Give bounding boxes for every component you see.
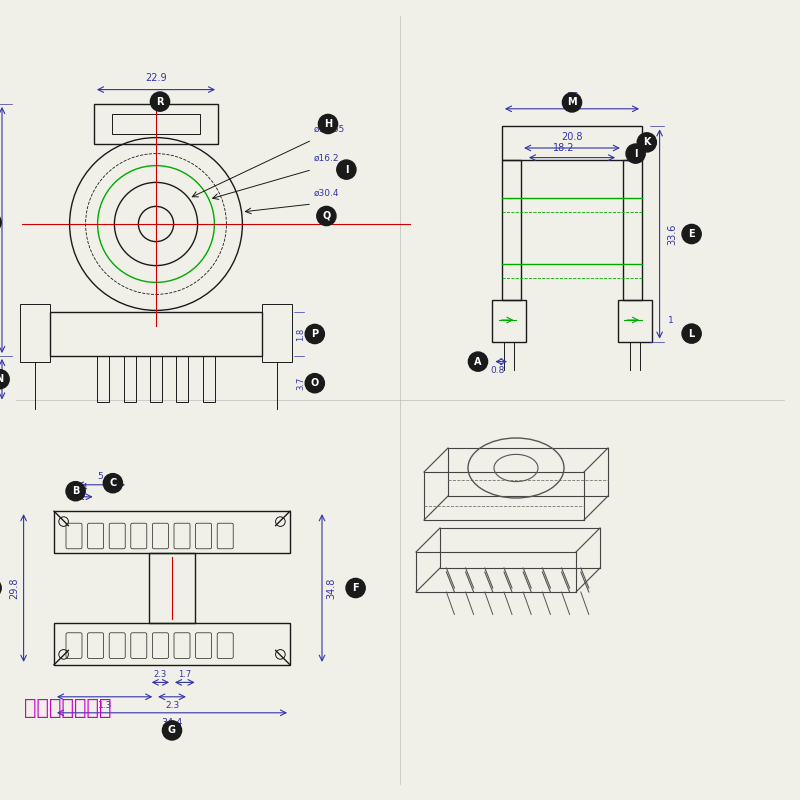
Text: ø16.2: ø16.2 — [314, 154, 339, 163]
Text: I: I — [345, 165, 348, 174]
Circle shape — [682, 224, 701, 243]
Text: 34.8: 34.8 — [326, 578, 336, 598]
Bar — [149, 553, 195, 623]
Text: C: C — [110, 478, 117, 488]
Bar — [112, 114, 200, 134]
Text: 1.3: 1.3 — [98, 701, 112, 710]
Text: ø14.65: ø14.65 — [314, 125, 345, 134]
Text: 34.4: 34.4 — [162, 718, 182, 728]
Circle shape — [317, 206, 336, 226]
Text: 1.8: 1.8 — [296, 327, 306, 341]
Text: 29.8: 29.8 — [10, 578, 20, 598]
Text: R: R — [156, 97, 164, 106]
Text: 0.8: 0.8 — [491, 366, 505, 374]
Text: B: B — [72, 486, 79, 496]
Circle shape — [0, 213, 1, 232]
Bar — [150, 356, 162, 402]
Text: Q: Q — [322, 211, 330, 221]
Text: K: K — [643, 138, 650, 147]
Bar — [492, 300, 526, 342]
Bar — [98, 356, 110, 402]
Circle shape — [682, 324, 701, 343]
Circle shape — [562, 93, 582, 112]
Bar — [19, 304, 50, 362]
Text: 3.7: 3.7 — [296, 377, 306, 390]
Text: 4: 4 — [82, 483, 88, 492]
Bar — [123, 356, 135, 402]
Circle shape — [626, 144, 646, 163]
Circle shape — [637, 133, 656, 152]
Text: M: M — [567, 98, 577, 107]
Bar — [94, 104, 218, 144]
Circle shape — [0, 370, 10, 389]
Text: G: G — [168, 726, 176, 735]
Bar — [203, 356, 214, 402]
Circle shape — [337, 160, 356, 179]
Circle shape — [306, 374, 325, 393]
Text: F: F — [352, 583, 359, 593]
Circle shape — [468, 352, 487, 371]
Bar — [262, 304, 293, 362]
Circle shape — [103, 474, 122, 493]
Text: 1.7: 1.7 — [178, 670, 191, 679]
Bar — [176, 356, 189, 402]
Text: E: E — [688, 229, 695, 239]
Circle shape — [318, 114, 338, 134]
Bar — [54, 623, 290, 665]
Text: 33.6: 33.6 — [667, 223, 678, 245]
Text: 26: 26 — [566, 92, 578, 102]
Text: 琴江河电子商场: 琴江河电子商场 — [24, 698, 111, 718]
Bar — [622, 160, 642, 300]
Text: H: H — [324, 119, 332, 129]
Circle shape — [306, 325, 325, 344]
Circle shape — [162, 721, 182, 740]
Bar — [54, 511, 290, 553]
Text: 20.8: 20.8 — [562, 133, 582, 142]
Bar — [502, 126, 642, 160]
Text: L: L — [689, 329, 694, 338]
Circle shape — [346, 578, 366, 598]
Text: 2.3: 2.3 — [165, 701, 179, 710]
Text: P: P — [311, 329, 318, 339]
Circle shape — [0, 578, 2, 598]
Text: 18.2: 18.2 — [554, 143, 574, 153]
Text: A: A — [474, 357, 482, 366]
Text: I: I — [634, 149, 638, 158]
Circle shape — [150, 92, 170, 111]
Text: 22.9: 22.9 — [145, 73, 167, 83]
Text: O: O — [310, 378, 319, 388]
Text: 5: 5 — [97, 472, 102, 481]
Bar — [618, 300, 651, 342]
Text: ø30.4: ø30.4 — [314, 189, 339, 198]
Text: 2.3: 2.3 — [154, 670, 167, 679]
Bar — [502, 160, 522, 300]
Bar — [50, 312, 262, 356]
Circle shape — [66, 482, 85, 501]
Text: N: N — [0, 374, 4, 384]
Text: 1: 1 — [667, 316, 674, 326]
